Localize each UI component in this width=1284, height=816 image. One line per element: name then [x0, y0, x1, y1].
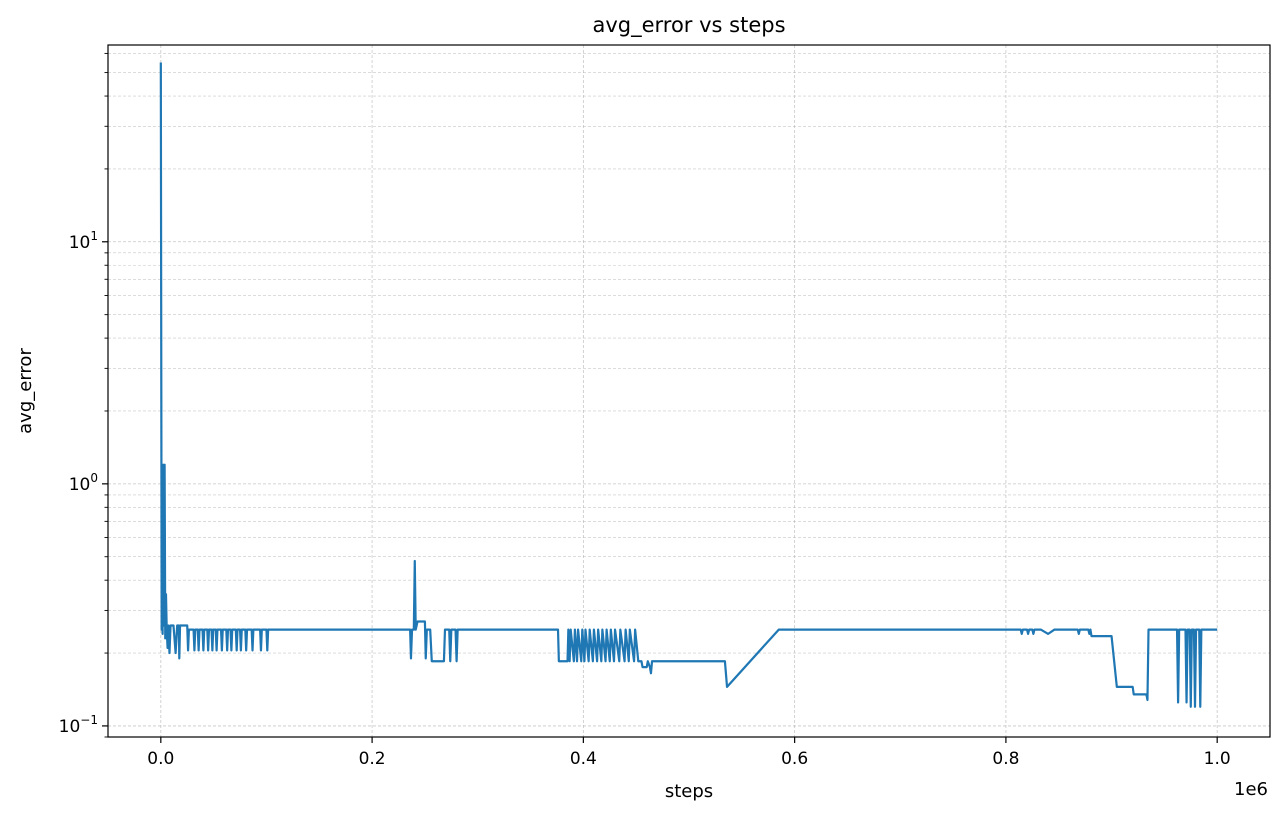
series-layer	[159, 62, 1218, 708]
series-line	[159, 62, 1218, 708]
x-tick-label: 0.8	[992, 749, 1019, 769]
x-axis-ticks: 0.0 0.2 0.4 0.6 0.8 1.0	[147, 737, 1231, 769]
x-tick-label: 0.6	[781, 749, 808, 769]
y-tick-label: 101	[69, 229, 98, 253]
x-tick-label: 0.0	[147, 749, 174, 769]
grid-lines	[108, 45, 1270, 738]
x-axis-label: steps	[665, 781, 713, 802]
plot-frame	[107, 44, 1271, 738]
x-tick-label: 0.2	[359, 749, 386, 769]
plot-background	[108, 45, 1270, 737]
chart-title: avg_error vs steps	[592, 13, 785, 38]
y-tick-label: 10−1	[59, 713, 98, 737]
x-axis-offset-text: 1e6	[1234, 779, 1268, 800]
y-axis-ticks: 10−1 100 101	[59, 52, 108, 738]
y-axis-label: avg_error	[15, 348, 36, 434]
y-tick-label: 100	[69, 471, 98, 495]
x-tick-label: 0.4	[570, 749, 597, 769]
x-tick-label: 1.0	[1204, 749, 1231, 769]
